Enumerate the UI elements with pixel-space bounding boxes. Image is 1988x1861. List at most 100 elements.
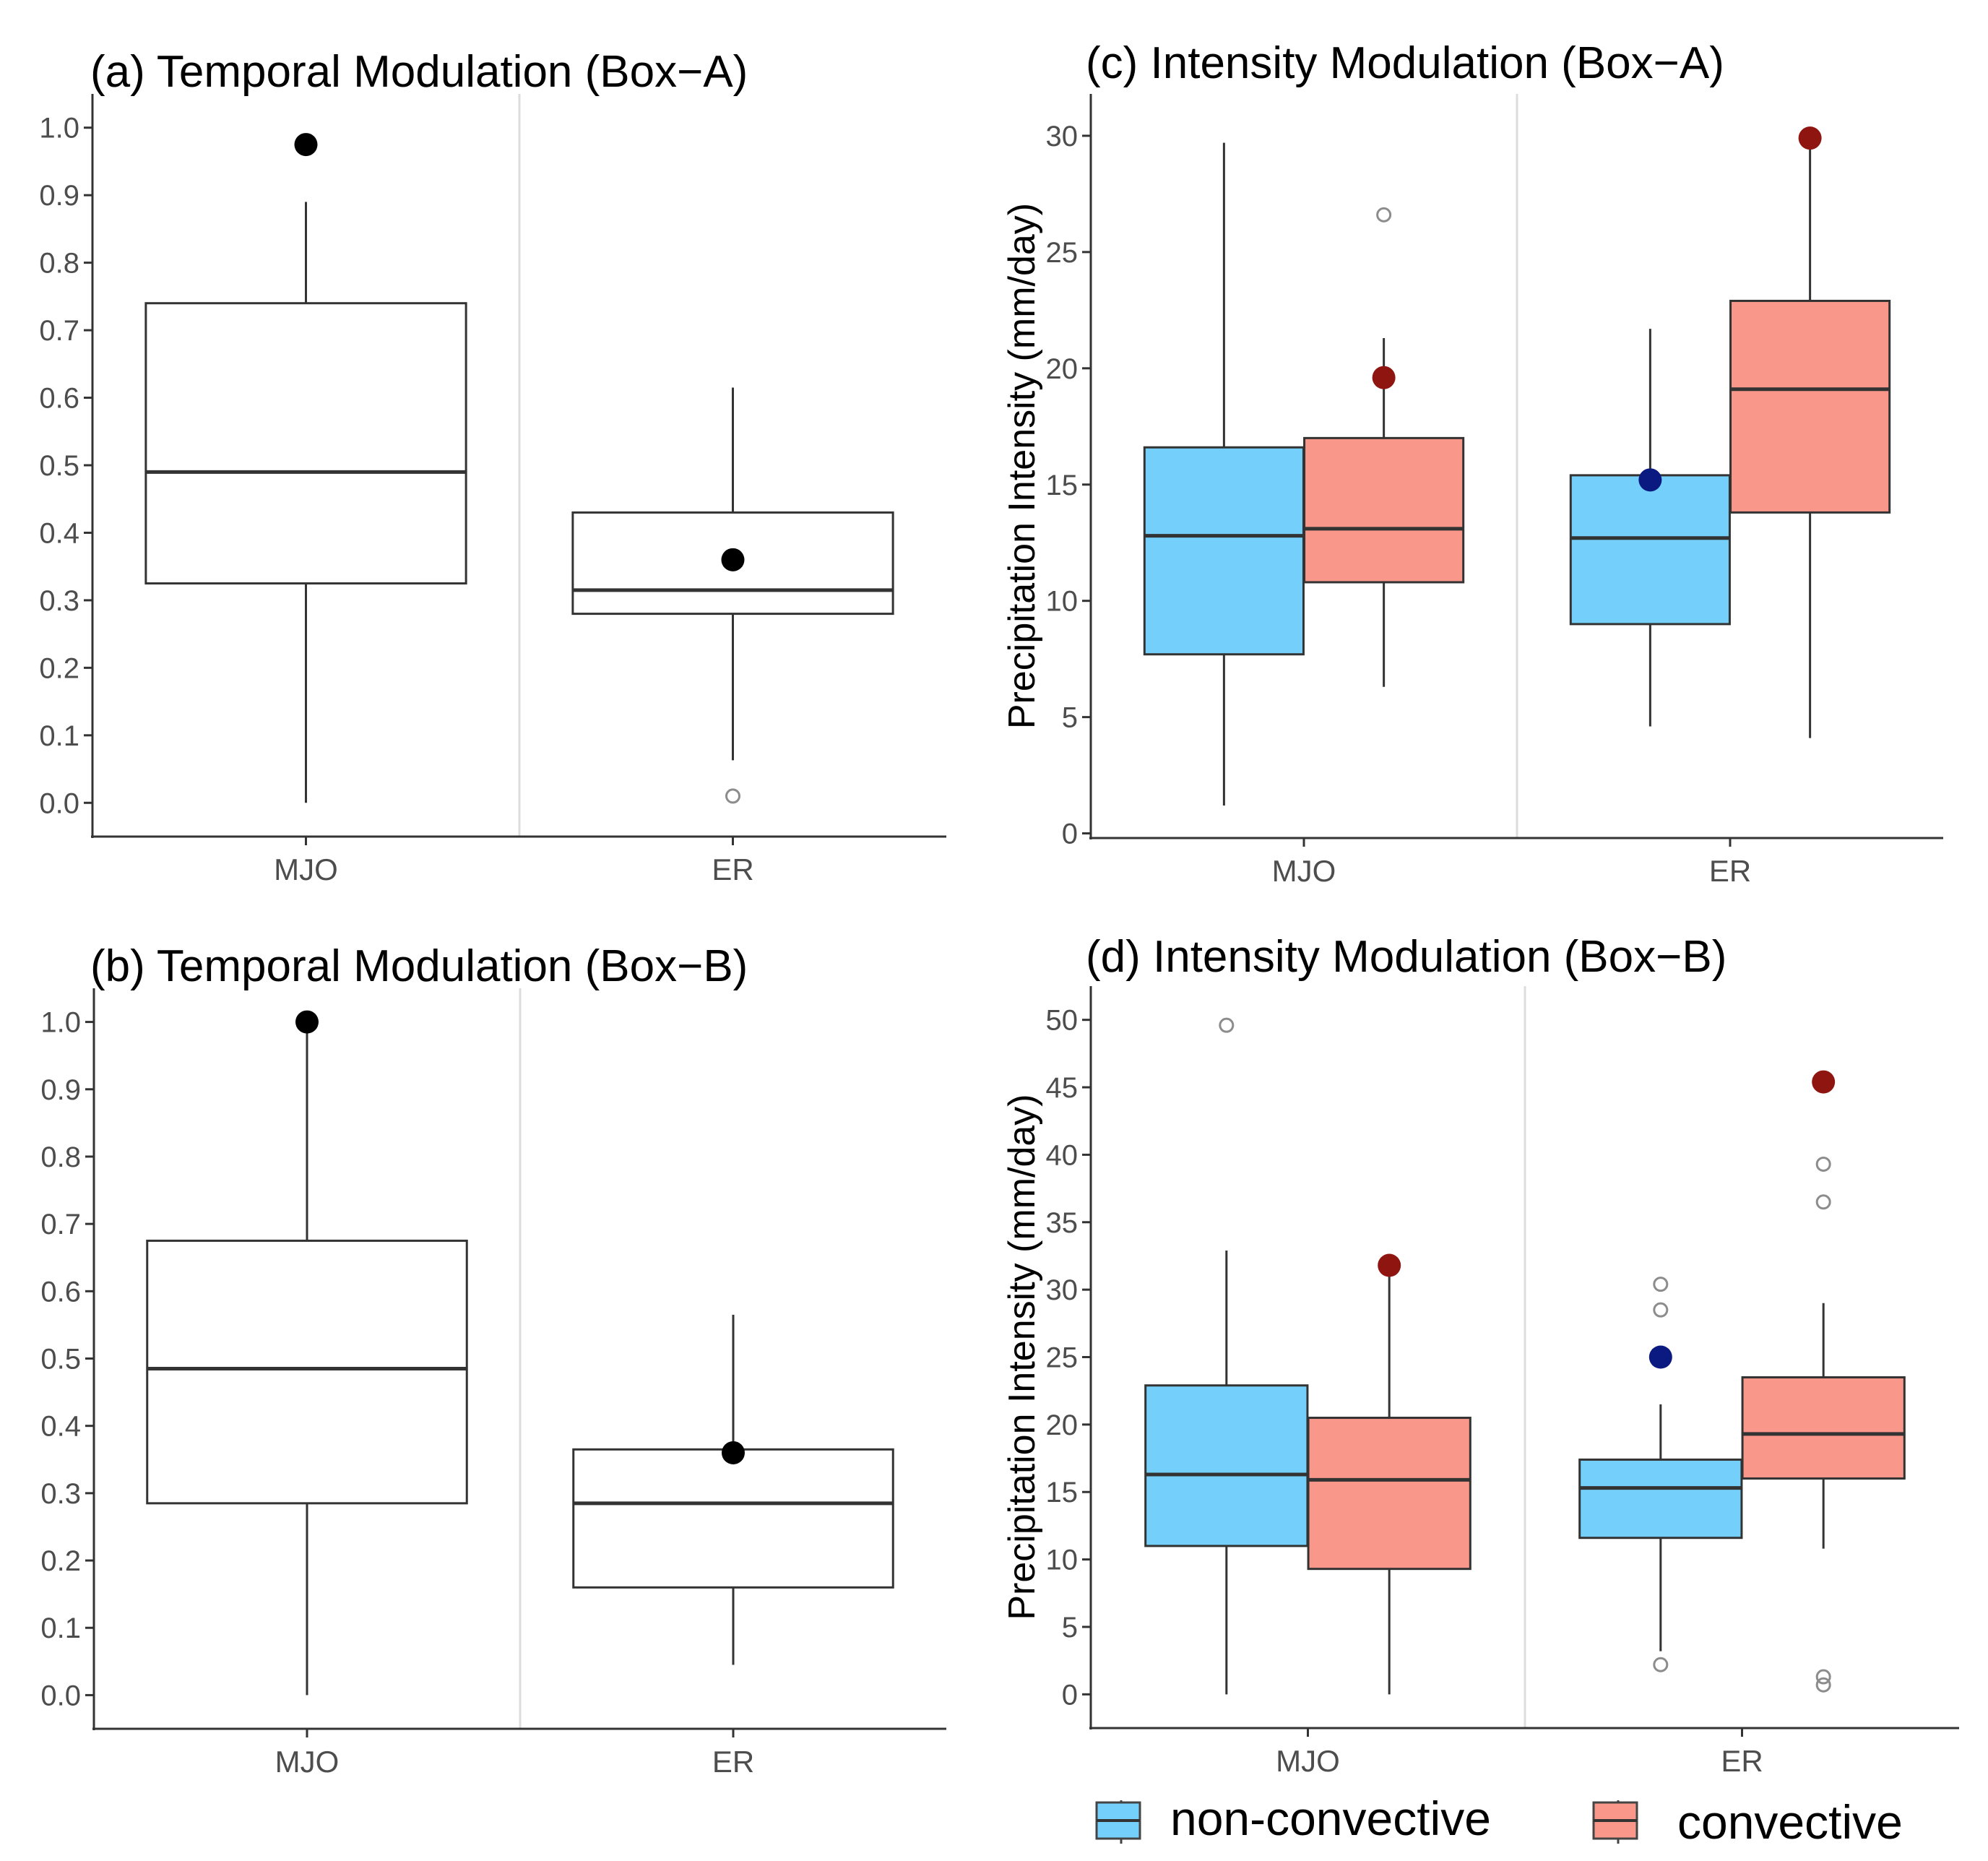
y-tick-label: 20 (1046, 353, 1079, 385)
chart-title: (d) Intensity Modulation (Box−B) (1086, 932, 1726, 982)
outlier-point (1815, 1194, 1831, 1210)
panel-d: (d) Intensity Modulation (Box−B) Precipit… (1001, 932, 1959, 1778)
y-tick-label: 0.5 (39, 450, 79, 482)
box-convective-MJO (1303, 207, 1465, 687)
y-axis-label: Precipitation Intensity (mm/day) (1001, 1094, 1043, 1620)
y-tick-label: 0.4 (40, 1411, 81, 1443)
y-tick-label: 0.2 (39, 652, 79, 684)
y-tick-label: 0.1 (39, 720, 79, 752)
box-convective-MJO (1307, 1253, 1471, 1695)
y-tick-label: 0.8 (39, 248, 79, 280)
y-tick-label: 15 (1046, 470, 1079, 501)
y-tick-label: 40 (1046, 1139, 1079, 1171)
outlier-point (1219, 1017, 1235, 1033)
y-tick-label: 45 (1046, 1072, 1079, 1104)
legend: non-convective convective (1095, 1792, 1903, 1849)
box-non-convective-MJO (1144, 1017, 1309, 1695)
box-non-convective-MJO (1143, 142, 1305, 806)
legend-label-non-convective: non-convective (1170, 1792, 1491, 1845)
y-tick-label: 0.8 (40, 1141, 81, 1173)
outlier-point (1815, 1669, 1831, 1685)
x-tick-label: MJO (275, 1745, 340, 1779)
highlight-point (722, 1441, 745, 1464)
highlight-point (1798, 126, 1822, 150)
legend-item-non-convective: non-convective (1095, 1792, 1491, 1845)
y-tick-label: 0 (1062, 1679, 1078, 1711)
chart-title: (b) Temporal Modulation (Box−B) (90, 941, 748, 991)
iqr-box (1143, 446, 1305, 656)
outlier-point (1653, 1302, 1669, 1318)
y-tick-label: 1.0 (40, 1007, 81, 1039)
outlier-point (725, 788, 740, 804)
x-tick-label: MJO (1276, 1744, 1340, 1778)
panel-c: (c) Intensity Modulation (Box−A) Precipit… (1001, 38, 1943, 888)
y-tick-label: 0.1 (40, 1612, 81, 1644)
y-tick-label: 0.5 (40, 1344, 81, 1376)
highlight-point (1648, 1345, 1672, 1369)
iqr-box (1729, 299, 1891, 514)
panels: (a) Temporal Modulation (Box−A) 0.0 0.1 0.2… (39, 38, 1959, 1779)
iqr-box (1741, 1376, 1906, 1480)
y-tick-label: 0.6 (40, 1276, 81, 1308)
y-tick-label: 0.0 (39, 787, 79, 819)
y-tick-label: 25 (1046, 1342, 1079, 1374)
panel-a: (a) Temporal Modulation (Box−A) 0.0 0.1 0.2… (39, 47, 946, 886)
box-non-convective-ER (1578, 1277, 1743, 1672)
iqr-box (1569, 474, 1731, 626)
y-tick-label: 0.4 (39, 517, 79, 549)
y-tick-label: 35 (1046, 1207, 1079, 1239)
highlight-point (1812, 1070, 1836, 1094)
legend-item-convective: convective (1592, 1795, 1903, 1849)
y-axis-label: Precipitation Intensity (mm/day) (1001, 203, 1043, 729)
y-tick-label: 10 (1046, 1545, 1079, 1576)
iqr-box (146, 1239, 468, 1505)
y-tick-label: 0.3 (39, 585, 79, 617)
highlight-point (295, 1010, 319, 1034)
box-convective-ER (1729, 126, 1891, 738)
x-tick-label: ER (1721, 1744, 1763, 1778)
x-tick-label: ER (1709, 854, 1751, 888)
y-tick-label: 0.2 (40, 1545, 81, 1577)
box-all-MJO (146, 1010, 468, 1696)
iqr-box (1307, 1417, 1471, 1571)
iqr-box (1578, 1458, 1743, 1540)
highlight-point (294, 133, 318, 157)
iqr-box (144, 302, 467, 585)
x-tick-label: ER (712, 1745, 754, 1779)
highlight-point (1378, 1253, 1401, 1277)
iqr-box (1144, 1384, 1309, 1547)
box-all-ER (571, 387, 894, 804)
box-convective-ER (1741, 1070, 1906, 1693)
chart-title: (a) Temporal Modulation (Box−A) (90, 47, 748, 97)
outlier-point (1653, 1277, 1669, 1292)
chart-title: (c) Intensity Modulation (Box−A) (1086, 38, 1724, 88)
y-tick-label: 1.0 (39, 113, 79, 144)
box-non-convective-ER (1569, 329, 1731, 727)
y-tick-label: 30 (1046, 1274, 1079, 1306)
x-tick-label: ER (712, 852, 753, 886)
y-tick-label: 30 (1046, 121, 1079, 152)
iqr-box (1303, 436, 1465, 584)
y-tick-label: 0.6 (39, 383, 79, 415)
panel-b: (b) Temporal Modulation (Box−B) 0.0 0.1 0.2… (40, 941, 946, 1779)
y-tick-label: 0.0 (40, 1680, 81, 1711)
y-tick-label: 0 (1062, 819, 1078, 850)
outlier-point (1376, 207, 1392, 223)
x-tick-label: MJO (1272, 854, 1336, 888)
y-tick-label: 5 (1062, 702, 1078, 734)
box-all-ER (572, 1314, 894, 1665)
highlight-point (1638, 468, 1662, 492)
legend-label-convective: convective (1677, 1795, 1903, 1849)
highlight-point (721, 548, 745, 571)
y-tick-label: 25 (1046, 237, 1079, 269)
y-tick-label: 0.9 (39, 180, 79, 212)
y-tick-label: 0.3 (40, 1478, 81, 1510)
outlier-point (1815, 1677, 1831, 1693)
y-tick-label: 0.7 (40, 1209, 81, 1240)
y-tick-label: 0.7 (39, 315, 79, 347)
iqr-box (572, 1448, 894, 1589)
y-tick-label: 20 (1046, 1409, 1079, 1441)
x-tick-label: MJO (274, 852, 338, 886)
y-tick-label: 5 (1062, 1612, 1078, 1644)
